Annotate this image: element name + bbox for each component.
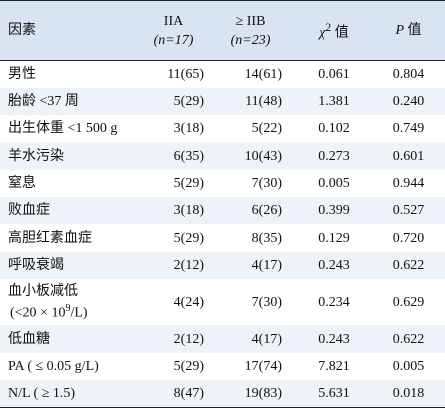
cell-chi-square: 0.102	[318, 121, 350, 137]
cell-group-a: 3(18)	[142, 197, 218, 225]
cell-p-value: 0.527	[372, 197, 445, 225]
cell-group-b: 7(30)	[251, 175, 282, 191]
cell-group-b: 11(48)	[218, 87, 296, 116]
cell-group-b: 5(22)	[251, 121, 282, 137]
cell-factor-line1: 血小板减低	[8, 283, 78, 299]
cell-p-value: 0.005	[392, 358, 425, 374]
header-group-a: IIA (n=17)	[142, 0, 218, 61]
cell-p-value: 0.629	[392, 294, 425, 310]
cell-p-value: 0.240	[372, 87, 445, 116]
cell-factor-line2-pre: (<20 × 10	[10, 305, 66, 321]
cell-group-b: 10(43)	[218, 142, 296, 170]
cell-factor: 胎龄 <37 周	[0, 87, 142, 116]
cell-chi-square: 0.243	[296, 251, 372, 280]
cell-factor: 高胆红素血症	[8, 230, 92, 246]
cell-chi-square: 0.273	[296, 142, 372, 170]
cell-group-a: 6(35)	[142, 142, 218, 170]
cell-factor: 血小板减低 (<20 × 109/L)	[0, 279, 142, 325]
table-row: 胎龄 <37 周 5(29) 11(48) 1.381 0.240	[0, 87, 445, 116]
cell-factor-line2-post: /L)	[70, 305, 88, 321]
cell-group-a: 5(29)	[173, 230, 204, 246]
cell-p-value: 0.622	[372, 325, 445, 353]
cell-chi-square: 7.821	[318, 358, 350, 374]
chi-symbol: χ	[319, 25, 326, 41]
cell-factor: 呼吸衰竭	[0, 251, 142, 280]
table-row: N/L ( ≥ 1.5) 8(47) 19(83) 5.631 0.018	[0, 380, 445, 408]
header-group-b-label: ≥ IIB	[235, 13, 266, 29]
table-row: 出生体重 <1 500 g 3(18) 5(22) 0.102 0.749	[0, 115, 445, 142]
cell-factor-line2-sup: 9	[65, 302, 71, 314]
cell-group-a: 5(29)	[173, 358, 204, 374]
cell-factor: 窒息	[8, 175, 36, 191]
cell-factor: 低血糖	[0, 325, 142, 353]
header-group-a-label: IIA	[163, 13, 184, 29]
cell-factor-line2: (<20 × 109/L)	[8, 300, 142, 322]
table-row: 窒息 5(29) 7(30) 0.005 0.944	[0, 170, 445, 197]
table-row: 呼吸衰竭 2(12) 4(17) 0.243 0.622	[0, 251, 445, 280]
cell-group-b: 7(30)	[251, 294, 282, 310]
header-group-a-n: (n=17)	[153, 32, 194, 48]
cell-group-b: 4(17)	[218, 325, 296, 353]
cell-factor: PA ( ≤ 0.05 g/L)	[8, 358, 99, 374]
cell-group-a: 5(29)	[173, 175, 204, 191]
cell-group-b: 14(61)	[244, 66, 282, 82]
chi-sup: 2	[325, 21, 332, 35]
p-symbol: P	[395, 23, 405, 38]
cell-p-value: 0.622	[372, 251, 445, 280]
cell-chi-square: 0.399	[296, 197, 372, 225]
header-group-b: ≥ IIB (n=23)	[218, 0, 296, 61]
header-factor: 因素	[0, 0, 142, 61]
chi-suffix: 值	[331, 25, 349, 41]
cell-group-a: 2(12)	[142, 251, 218, 280]
cell-group-b: 17(74)	[244, 358, 282, 374]
cell-group-a: 8(47)	[142, 380, 218, 408]
cell-group-b: 6(26)	[218, 197, 296, 225]
cell-p-value: 0.601	[372, 142, 445, 170]
cell-chi-square: 0.129	[318, 230, 350, 246]
cell-chi-square: 0.005	[318, 175, 350, 191]
cell-p-value: 0.944	[392, 175, 425, 191]
header-p-value: P 值	[372, 0, 445, 61]
cell-group-a: 2(12)	[142, 325, 218, 353]
cell-group-a: 5(29)	[142, 87, 218, 116]
cell-group-a: 3(18)	[173, 121, 204, 137]
cell-chi-square: 0.061	[318, 66, 350, 82]
cell-factor: 败血症	[0, 197, 142, 225]
table-row: 低血糖 2(12) 4(17) 0.243 0.622	[0, 325, 445, 353]
cell-group-a: 11(65)	[167, 66, 204, 82]
cell-factor: 男性	[8, 66, 36, 82]
table-row: 男性 11(65) 14(61) 0.061 0.804	[0, 61, 445, 88]
table-row: 羊水污染 6(35) 10(43) 0.273 0.601	[0, 142, 445, 170]
table-row: 血小板减低 (<20 × 109/L) 4(24) 7(30) 0.234 0.…	[0, 279, 445, 325]
header-row: 因素 IIA (n=17) ≥ IIB (n=23) χ2 值 P 值	[0, 0, 445, 61]
p-suffix: 值	[404, 23, 422, 38]
table-row: PA ( ≤ 0.05 g/L) 5(29) 17(74) 7.821 0.00…	[0, 353, 445, 380]
cell-factor: N/L ( ≥ 1.5)	[0, 380, 142, 408]
cell-chi-square: 0.243	[296, 325, 372, 353]
cell-group-b: 4(17)	[218, 251, 296, 280]
cell-p-value: 0.018	[372, 380, 445, 408]
header-chi-square: χ2 值	[296, 0, 372, 61]
cell-group-b: 8(35)	[251, 230, 282, 246]
cell-p-value: 0.749	[392, 121, 425, 137]
cell-chi-square: 0.234	[318, 294, 350, 310]
table-row: 高胆红素血症 5(29) 8(35) 0.129 0.720	[0, 224, 445, 251]
cell-p-value: 0.804	[392, 66, 425, 82]
cell-group-a: 4(24)	[173, 294, 204, 310]
cell-p-value: 0.720	[392, 230, 425, 246]
cell-factor: 羊水污染	[0, 142, 142, 170]
cell-chi-square: 5.631	[296, 380, 372, 408]
cell-group-b: 19(83)	[218, 380, 296, 408]
cell-chi-square: 1.381	[296, 87, 372, 116]
header-group-b-n: (n=23)	[230, 32, 271, 48]
cell-factor: 出生体重 <1 500 g	[8, 121, 118, 137]
table-row: 败血症 3(18) 6(26) 0.399 0.527	[0, 197, 445, 225]
